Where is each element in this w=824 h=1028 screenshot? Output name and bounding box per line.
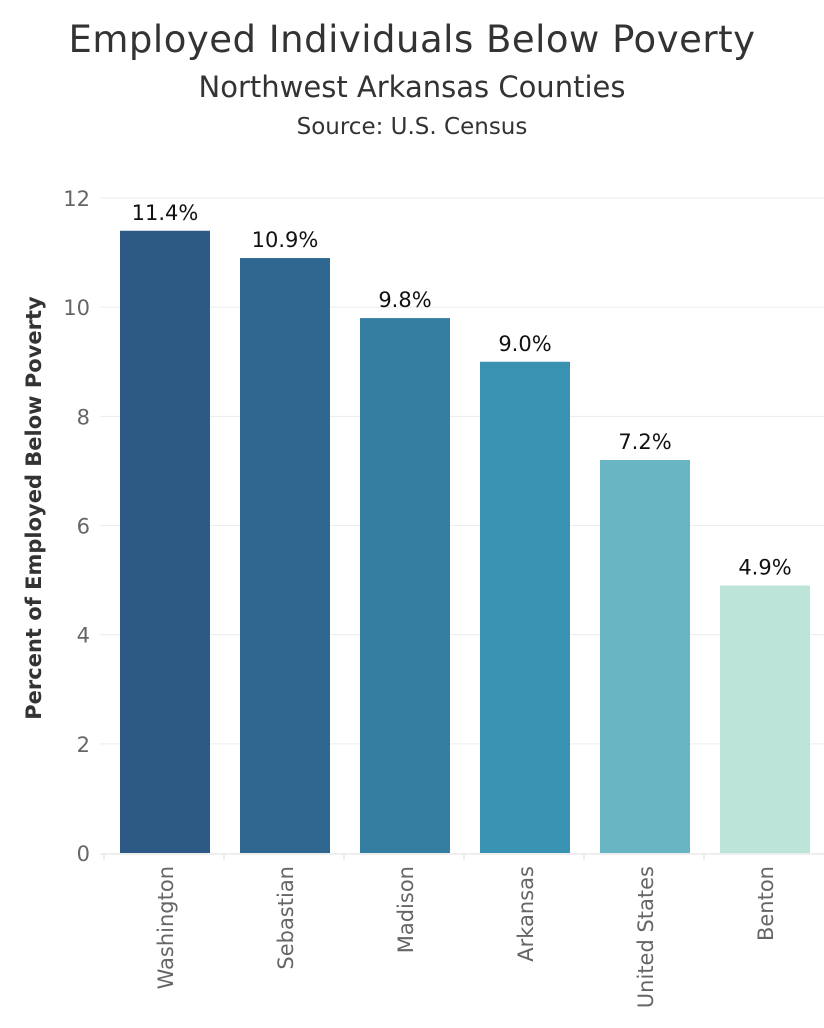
category-labels: Washington Sebastian Madison Arkansas United… bbox=[154, 866, 778, 1008]
y-tick-label: 6 bbox=[77, 515, 90, 539]
category-label: Sebastian bbox=[274, 866, 298, 970]
y-tick-label: 2 bbox=[77, 733, 90, 757]
y-axis-ticks: 0 2 4 6 8 10 12 bbox=[63, 187, 90, 866]
y-tick-label: 0 bbox=[77, 842, 90, 866]
bar-sebastian bbox=[240, 258, 330, 854]
data-label: 10.9% bbox=[252, 228, 319, 252]
chart-title: Employed Individuals Below Poverty bbox=[68, 18, 756, 61]
data-label: 7.2% bbox=[618, 430, 671, 454]
y-tick-label: 4 bbox=[77, 624, 90, 648]
data-label: 9.0% bbox=[498, 332, 551, 356]
data-labels: 11.4% 10.9% 9.8% 9.0% 7.2% 4.9% bbox=[132, 201, 792, 580]
y-tick-label: 8 bbox=[77, 405, 90, 429]
data-label: 4.9% bbox=[738, 556, 791, 580]
y-axis-label: Percent of Employed Below Poverty bbox=[22, 296, 46, 720]
category-label: Washington bbox=[154, 866, 178, 989]
chart-source: Source: U.S. Census bbox=[296, 114, 528, 140]
bars bbox=[120, 230, 810, 854]
bar-madison bbox=[360, 318, 450, 853]
category-label: United States bbox=[634, 866, 658, 1008]
chart-subtitle: Northwest Arkansas Counties bbox=[198, 70, 626, 104]
bar-benton bbox=[720, 585, 810, 853]
category-label: Madison bbox=[394, 866, 418, 953]
category-label: Arkansas bbox=[514, 866, 538, 962]
x-axis bbox=[100, 853, 824, 860]
gridlines bbox=[100, 197, 824, 745]
data-label: 11.4% bbox=[132, 201, 199, 225]
data-label: 9.8% bbox=[378, 288, 431, 312]
bar-united-states bbox=[600, 460, 690, 853]
bar-arkansas bbox=[480, 361, 570, 853]
category-label: Benton bbox=[754, 866, 778, 941]
y-tick-label: 12 bbox=[63, 187, 90, 211]
y-tick-label: 10 bbox=[63, 296, 90, 320]
bar-washington bbox=[120, 230, 210, 853]
